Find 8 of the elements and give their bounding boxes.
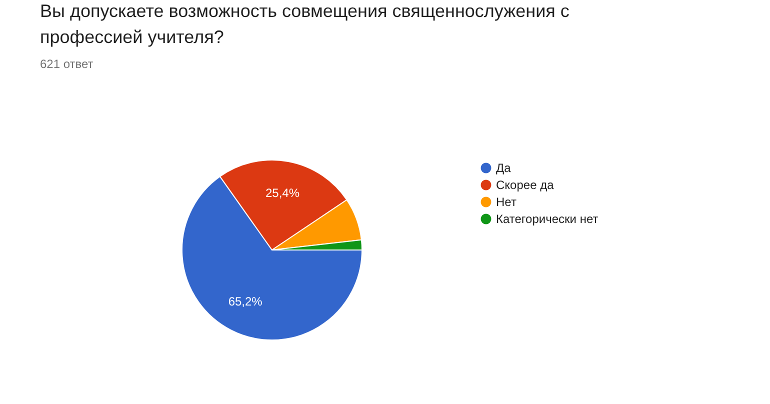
legend-label: Категорически нет <box>496 212 599 226</box>
data-label: 65,2% <box>228 294 263 309</box>
chart-title: Вы допускаете возможность совмещения священнослужения с профессией учителя? <box>40 1 570 47</box>
legend-label: Скорее да <box>496 178 554 192</box>
legend-label: Да <box>496 161 512 175</box>
text: 621 ответ <box>40 57 94 71</box>
data-label: 25,4% <box>265 186 300 200</box>
legend-label: Нет <box>496 195 517 209</box>
